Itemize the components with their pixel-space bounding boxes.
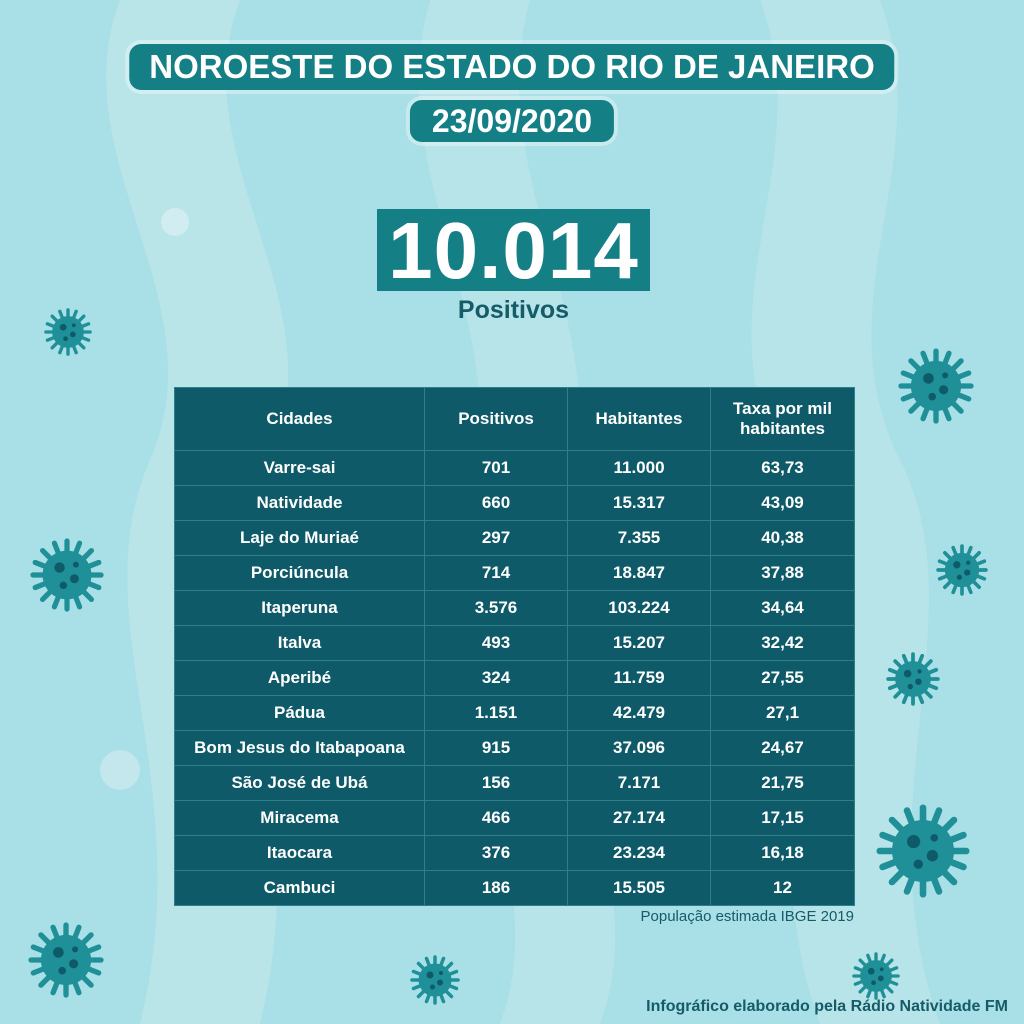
cell-taxa: 63,73 — [710, 450, 855, 486]
cell-cidade: Pádua — [174, 695, 425, 731]
table-row: Cambuci 186 15.505 12 — [174, 870, 855, 906]
cell-positivos: 156 — [424, 765, 568, 801]
table-row: Aperibé 324 11.759 27,55 — [174, 660, 855, 696]
table-row: Varre-sai 701 11.000 63,73 — [174, 450, 855, 486]
total-positives-label: Positivos — [457, 296, 570, 324]
total-positives: 10.014 — [377, 209, 650, 293]
virus-icon — [410, 955, 460, 1005]
virus-icon — [852, 952, 900, 1000]
cell-taxa: 43,09 — [710, 485, 855, 521]
virus-icon — [936, 544, 988, 596]
table-row: Itaocara 376 23.234 16,18 — [174, 835, 855, 871]
col-header-taxa: Taxa por mil habitantes — [710, 387, 855, 451]
report-date: 23/09/2020 — [409, 100, 615, 142]
cell-habitantes: 103.224 — [567, 590, 711, 626]
cell-cidade: Itaocara — [174, 835, 425, 871]
cell-cidade: Cambuci — [174, 870, 425, 906]
table-row: São José de Ubá 156 7.171 21,75 — [174, 765, 855, 801]
cell-cidade: Itaperuna — [174, 590, 425, 626]
cell-cidade: Miracema — [174, 800, 425, 836]
cell-positivos: 660 — [424, 485, 568, 521]
cell-cidade: São José de Ubá — [174, 765, 425, 801]
cell-habitantes: 7.355 — [567, 520, 711, 556]
cell-cidade: Varre-sai — [174, 450, 425, 486]
table-row: Porciúncula 714 18.847 37,88 — [174, 555, 855, 591]
credit-line: Infográfico elaborado pela Rádio Nativid… — [646, 998, 1008, 1015]
table-header-row: Cidades Positivos Habitantes Taxa por mi… — [174, 387, 855, 451]
table-row: Bom Jesus do Itabapoana 915 37.096 24,67 — [174, 730, 855, 766]
cell-taxa: 27,1 — [710, 695, 855, 731]
cell-cidade: Bom Jesus do Itabapoana — [174, 730, 425, 766]
cell-habitantes: 42.479 — [567, 695, 711, 731]
cell-cidade: Aperibé — [174, 660, 425, 696]
cell-taxa: 17,15 — [710, 800, 855, 836]
cell-cidade: Porciúncula — [174, 555, 425, 591]
cell-positivos: 376 — [424, 835, 568, 871]
virus-icon — [898, 348, 974, 424]
cell-cidade: Laje do Muriaé — [174, 520, 425, 556]
cell-positivos: 493 — [424, 625, 568, 661]
cell-positivos: 714 — [424, 555, 568, 591]
cell-taxa: 40,38 — [710, 520, 855, 556]
col-header-habitantes: Habitantes — [567, 387, 711, 451]
cell-cidade: Natividade — [174, 485, 425, 521]
cell-habitantes: 11.759 — [567, 660, 711, 696]
virus-icon — [30, 538, 104, 612]
cell-taxa: 37,88 — [710, 555, 855, 591]
cell-taxa: 34,64 — [710, 590, 855, 626]
col-header-cidades: Cidades — [174, 387, 425, 451]
cell-habitantes: 15.317 — [567, 485, 711, 521]
page-title: NOROESTE DO ESTADO DO RIO DE JANEIRO — [129, 44, 895, 90]
cell-habitantes: 15.505 — [567, 870, 711, 906]
table-row: Miracema 466 27.174 17,15 — [174, 800, 855, 836]
cell-positivos: 324 — [424, 660, 568, 696]
table-row: Pádua 1.151 42.479 27,1 — [174, 695, 855, 731]
cell-habitantes: 7.171 — [567, 765, 711, 801]
virus-icon — [886, 652, 940, 706]
cell-positivos: 701 — [424, 450, 568, 486]
cell-taxa: 16,18 — [710, 835, 855, 871]
cell-habitantes: 27.174 — [567, 800, 711, 836]
cell-cidade: Italva — [174, 625, 425, 661]
cell-habitantes: 23.234 — [567, 835, 711, 871]
cell-taxa: 24,67 — [710, 730, 855, 766]
cell-habitantes: 11.000 — [567, 450, 711, 486]
virus-icon — [44, 308, 92, 356]
cell-positivos: 186 — [424, 870, 568, 906]
cell-habitantes: 37.096 — [567, 730, 711, 766]
virus-icon — [28, 922, 104, 998]
table-row: Italva 493 15.207 32,42 — [174, 625, 855, 661]
cell-taxa: 32,42 — [710, 625, 855, 661]
data-source-note: População estimada IBGE 2019 — [640, 908, 854, 925]
cell-taxa: 21,75 — [710, 765, 855, 801]
cell-positivos: 1.151 — [424, 695, 568, 731]
table-body: Varre-sai 701 11.000 63,73 Natividade 660 15.3… — [174, 450, 855, 906]
table-row: Natividade 660 15.317 43,09 — [174, 485, 855, 521]
table-row: Laje do Muriaé 297 7.355 40,38 — [174, 520, 855, 556]
cell-habitantes: 18.847 — [567, 555, 711, 591]
table-row: Itaperuna 3.576 103.224 34,64 — [174, 590, 855, 626]
cell-habitantes: 15.207 — [567, 625, 711, 661]
virus-icon — [876, 804, 970, 898]
cell-positivos: 3.576 — [424, 590, 568, 626]
cell-taxa: 12 — [710, 870, 855, 906]
col-header-positivos: Positivos — [424, 387, 568, 451]
cell-positivos: 915 — [424, 730, 568, 766]
cell-positivos: 297 — [424, 520, 568, 556]
cell-taxa: 27,55 — [710, 660, 855, 696]
cities-table: Cidades Positivos Habitantes Taxa por mi… — [174, 387, 855, 906]
cell-positivos: 466 — [424, 800, 568, 836]
